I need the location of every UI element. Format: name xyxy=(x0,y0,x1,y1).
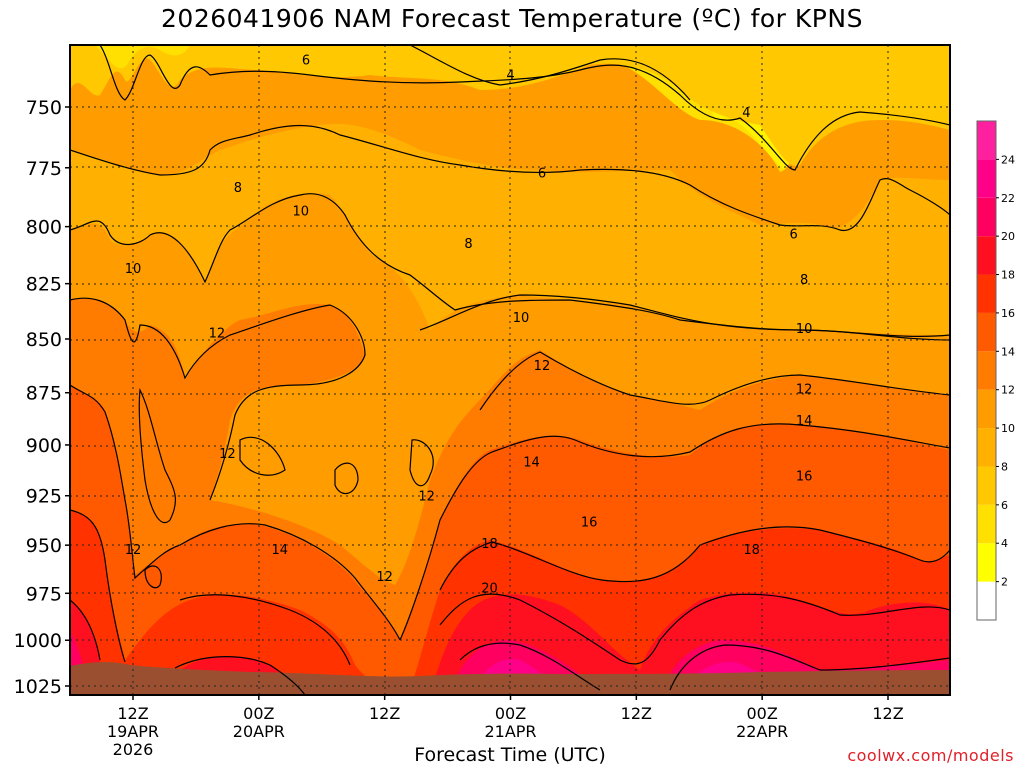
y-axis: 750 775 800 825 850 875 900 925 950 975 1000 1025 xyxy=(14,97,70,698)
colorbar-label: 16 xyxy=(1001,307,1015,320)
x-tick-date: 21APR xyxy=(484,722,536,741)
contour-label: 14 xyxy=(272,543,289,558)
y-tick-label: 900 xyxy=(26,435,62,457)
y-tick-label: 875 xyxy=(26,383,62,405)
x-tick-label: 12Z xyxy=(621,704,652,723)
band-8-10 xyxy=(70,123,950,335)
colorbar-label: 12 xyxy=(1001,384,1015,397)
colorbar-swatch xyxy=(977,543,996,582)
colorbar-label: 10 xyxy=(1001,422,1015,435)
contour-label: 6 xyxy=(538,167,546,182)
colorbar-label: 4 xyxy=(1001,537,1008,550)
contour-label: 6 xyxy=(789,228,797,243)
x-tick-date: 19APR xyxy=(107,722,159,741)
contour-label: 12 xyxy=(534,359,551,374)
x-tick-date: 22APR xyxy=(736,722,788,741)
y-tick-label: 850 xyxy=(26,329,62,351)
contour-label: 4 xyxy=(506,69,514,84)
colorbar-swatch xyxy=(977,236,996,275)
colorbar-label: 18 xyxy=(1001,269,1015,282)
colorbar-swatch xyxy=(977,581,996,620)
colorbar-swatch xyxy=(977,351,996,390)
contour-label: 8 xyxy=(234,181,242,196)
colorbar-swatch xyxy=(977,121,996,160)
colorbar-label: 14 xyxy=(1001,345,1015,358)
y-tick-label: 975 xyxy=(26,583,62,605)
x-tick-label: 12Z xyxy=(872,704,903,723)
contour-label: 8 xyxy=(800,273,808,288)
contour-label: 12 xyxy=(796,382,813,397)
colorbar-swatch xyxy=(977,504,996,544)
y-tick-label: 1025 xyxy=(14,676,62,698)
x-tick-date: 20APR xyxy=(233,722,285,741)
credit-link[interactable]: coolwx.com/models xyxy=(847,746,1014,765)
band-6-8 xyxy=(70,45,950,166)
y-tick-label: 775 xyxy=(26,158,62,180)
terrain xyxy=(70,662,950,695)
y-tick-label: 800 xyxy=(26,217,62,239)
band-4-6-fill xyxy=(95,45,190,69)
contour-label: 14 xyxy=(523,455,540,470)
contour-label: 12 xyxy=(219,447,236,462)
colorbar-frame xyxy=(976,120,997,621)
colorbar-label: 20 xyxy=(1001,230,1015,243)
contour-label: 10 xyxy=(513,311,530,326)
x-tick-year: 2026 xyxy=(113,740,154,759)
contour-label: 12 xyxy=(376,570,393,585)
colorbar-swatch xyxy=(977,389,996,429)
contour-labels: 4 4 6 6 6 8 8 8 10 10 10 10 12 12 12 12 12 12 12 14 14 14 16 16… xyxy=(125,53,813,596)
colorbar-label: 8 xyxy=(1001,460,1008,473)
y-tick-label: 925 xyxy=(26,486,62,508)
contour-label: 10 xyxy=(293,204,310,219)
contour-label: 6 xyxy=(302,53,310,68)
contour-label: 20 xyxy=(481,582,498,597)
contour-label: 8 xyxy=(464,237,472,252)
contour-label: 18 xyxy=(481,537,498,552)
colorbar-label: 6 xyxy=(1001,499,1008,512)
colorbar-label: 22 xyxy=(1001,192,1015,205)
colorbar-swatch xyxy=(977,274,996,313)
contour-label: 10 xyxy=(125,262,142,277)
contour-label: 12 xyxy=(418,490,435,505)
y-tick-label: 1000 xyxy=(14,630,62,652)
colorbar-swatch xyxy=(977,197,996,237)
chart-title: 2026041906 NAM Forecast Temperature (ºC)… xyxy=(161,4,863,33)
grid xyxy=(70,45,950,695)
x-tick-label: 12Z xyxy=(369,704,400,723)
y-tick-label: 750 xyxy=(26,97,62,119)
colorbar-swatch xyxy=(977,466,996,505)
y-tick-label: 825 xyxy=(26,274,62,296)
colorbar-swatch xyxy=(977,312,996,352)
x-tick-label: 00Z xyxy=(495,704,526,723)
contour-label: 12 xyxy=(125,543,142,558)
contour-label: 16 xyxy=(796,470,813,485)
contour-label: 18 xyxy=(743,543,760,558)
contour-label: 10 xyxy=(796,322,813,337)
colorbar-swatch xyxy=(977,428,996,467)
colorbar-label: 24 xyxy=(1001,153,1015,166)
colorbar-swatch xyxy=(977,159,996,198)
x-tick-label: 12Z xyxy=(117,704,148,723)
colorbar-label: 2 xyxy=(1001,576,1008,589)
contour-label: 4 xyxy=(742,106,750,121)
contour-label: 12 xyxy=(209,326,226,341)
contour-label: 14 xyxy=(796,414,813,429)
x-tick-label: 00Z xyxy=(243,704,274,723)
contour-label: 16 xyxy=(581,516,598,531)
x-tick-label: 00Z xyxy=(747,704,778,723)
x-axis-label: Forecast Time (UTC) xyxy=(414,744,606,766)
y-tick-label: 950 xyxy=(26,535,62,557)
